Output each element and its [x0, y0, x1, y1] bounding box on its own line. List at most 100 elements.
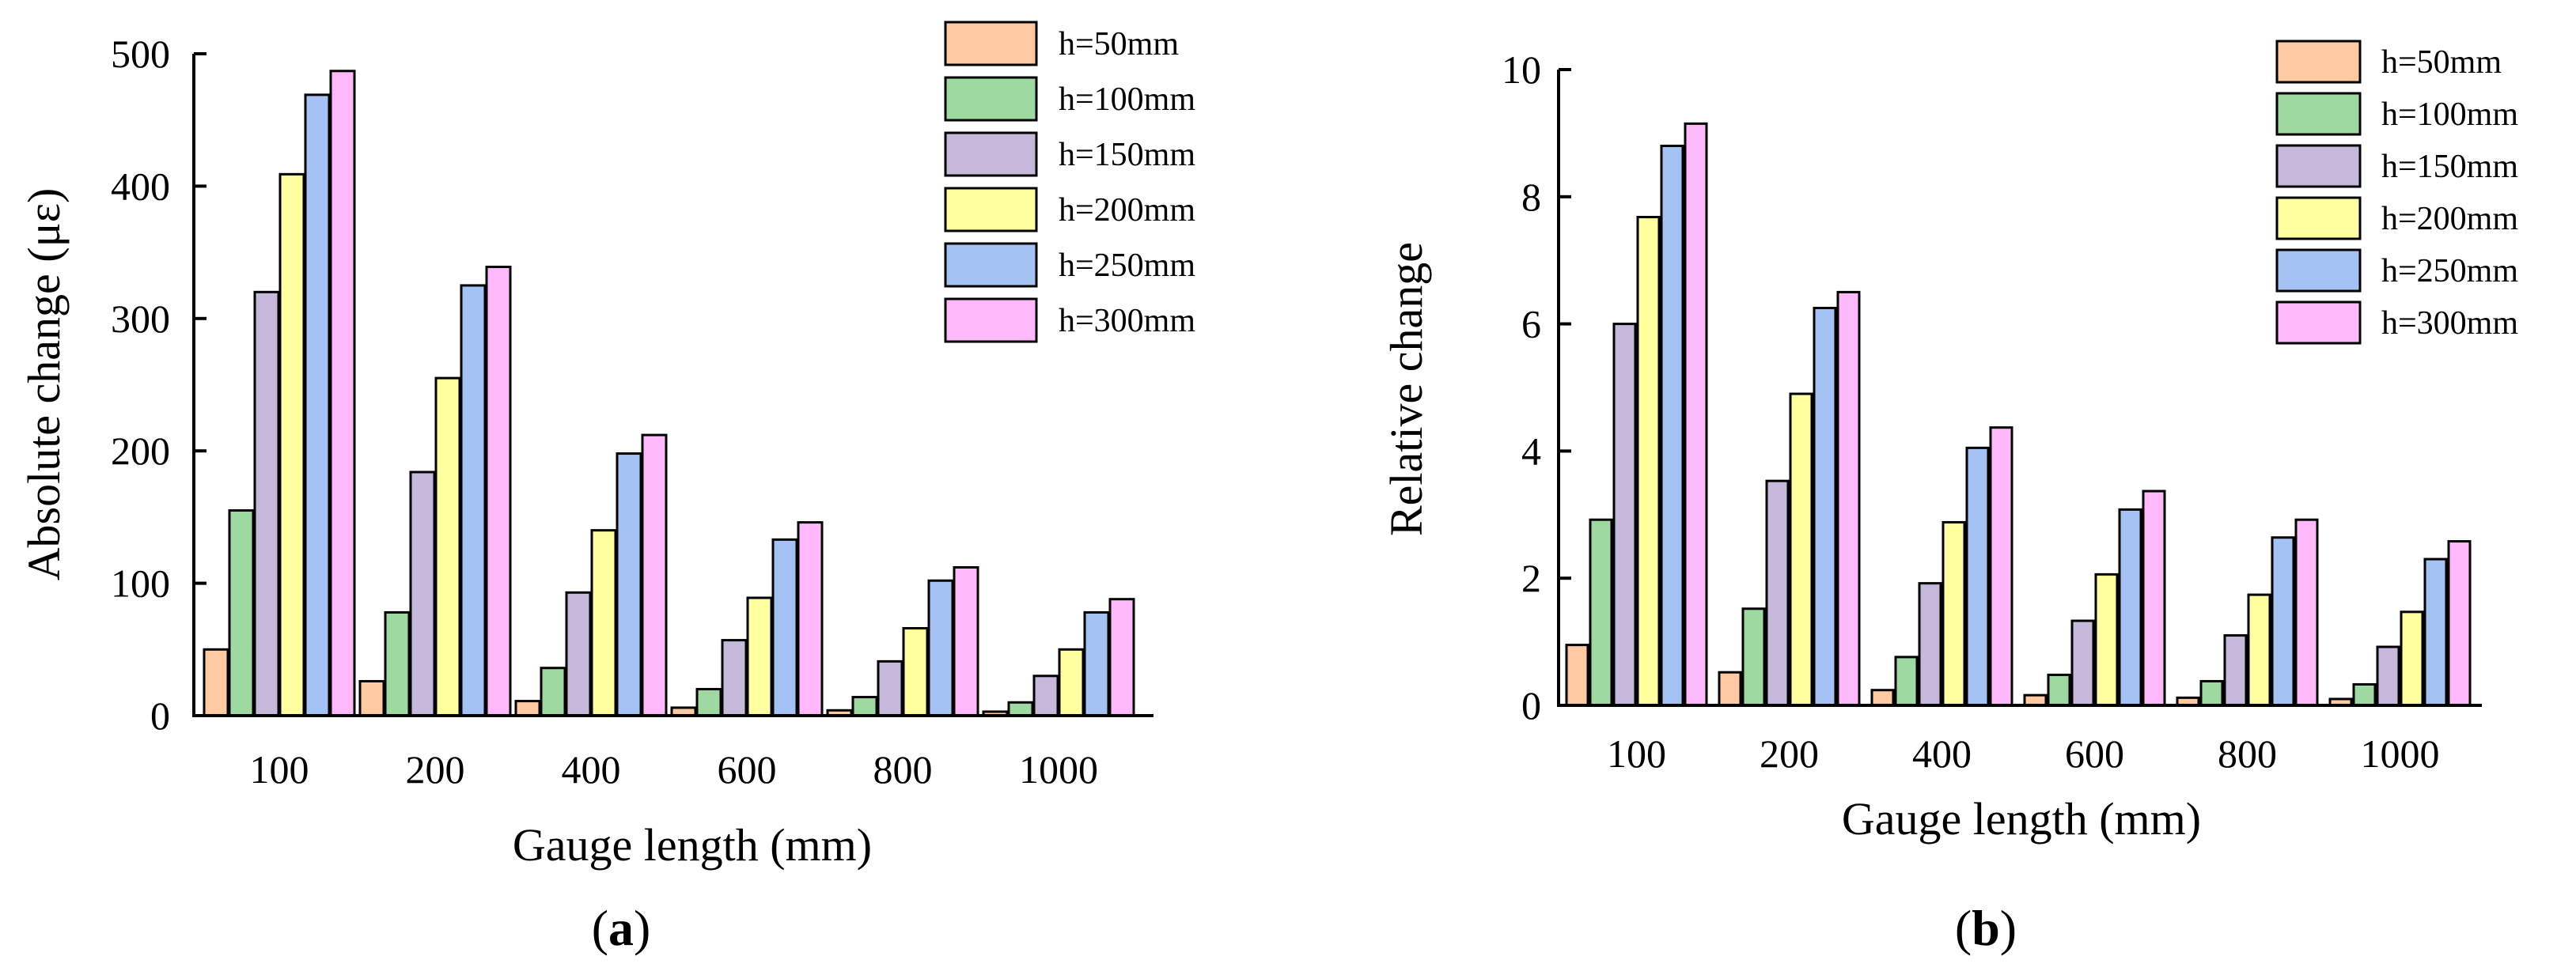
x-tick-label-b: 400	[1912, 731, 1972, 776]
legend-a: h=50mm h=100mm h=150mm h=200mm h=250mm h=300m…	[944, 21, 1195, 343]
x-tick-label-a: 200	[406, 747, 465, 792]
x-axis-label-b: Gauge length (mm)	[1842, 793, 2201, 845]
bar-b-1000-h200mm	[2400, 610, 2424, 707]
bar-a-100-h150mm	[253, 290, 280, 717]
y-tick-label-b: 10	[1502, 47, 1541, 92]
x-tick-label-b: 800	[2218, 731, 2277, 776]
legend-label-a: h=250mm	[1059, 248, 1195, 284]
y-tick-label-a: 400	[111, 164, 170, 208]
bar-a-800-h150mm	[877, 659, 903, 717]
legend-label-b: h=100mm	[2381, 96, 2518, 133]
panel-label-a-open: (	[592, 900, 608, 956]
legend-swatch-a	[944, 297, 1038, 343]
y-axis-label-a: Absolute change (με)	[18, 188, 70, 581]
bar-a-100-h50mm	[203, 648, 229, 717]
y-ticks-b: 0 2 4 6 8 10	[1502, 47, 1571, 727]
legend-b: h=50mm h=100mm h=150mm h=200mm h=250mm h=300m…	[2275, 40, 2518, 345]
bar-b-1000-h250mm	[2423, 557, 2448, 707]
chart-panel-b: 0 2 4 6 8 10 100 200 400 600 800 1000 Relative cha…	[1381, 40, 2518, 956]
bar-a-400-h250mm	[616, 452, 642, 717]
x-tick-label-a: 400	[562, 747, 621, 792]
y-tick-label-a: 500	[111, 32, 170, 76]
bar-b-400-h200mm	[1941, 520, 1966, 707]
legend-label-b: h=300mm	[2381, 305, 2518, 342]
y-tick-label-a: 300	[111, 297, 170, 341]
legend-swatch-b	[2275, 144, 2362, 188]
bar-b-200-h50mm	[1718, 671, 1742, 707]
bar-a-200-h250mm	[460, 284, 487, 717]
legend-swatch-b	[2275, 248, 2362, 293]
panel-label-b: (b)	[1955, 900, 2017, 956]
axes-frame-a	[192, 54, 1154, 717]
legend-swatch-a	[944, 21, 1038, 66]
bar-a-1000-h300mm	[1108, 598, 1135, 717]
bar-b-600-h300mm	[2142, 489, 2166, 707]
x-ticks-a: 100 200 400 600 800 1000	[250, 747, 1099, 792]
x-tick-label-b: 1000	[2361, 731, 2440, 776]
panel-label-b-close: )	[2000, 900, 2017, 956]
bar-a-100-h100mm	[228, 509, 255, 717]
bar-a-1000-h150mm	[1032, 675, 1059, 717]
legend-swatch-b	[2275, 92, 2362, 136]
axes-frame-b	[1557, 70, 2482, 707]
bar-b-200-h250mm	[1813, 307, 1837, 707]
legend-label-b: h=200mm	[2381, 201, 2518, 237]
panel-label-a-close: )	[634, 900, 650, 956]
x-tick-label-b: 600	[2065, 731, 2124, 776]
legend-swatch-a	[944, 76, 1038, 122]
bar-b-800-h100mm	[2199, 679, 2224, 707]
bar-b-1000-h150mm	[2376, 645, 2400, 707]
legend-swatch-a	[944, 131, 1038, 177]
y-tick-label-b: 4	[1521, 429, 1541, 473]
panel-label-b-letter: b	[1972, 900, 2000, 956]
y-axis-label-b: Relative change	[1381, 242, 1432, 536]
bar-a-800-h200mm	[902, 627, 929, 717]
bar-a-600-h250mm	[771, 538, 798, 717]
legend-label-a: h=100mm	[1059, 81, 1195, 118]
x-axis-label-a: Gauge length (mm)	[513, 819, 872, 871]
bar-b-400-h150mm	[1918, 582, 1942, 707]
bar-a-200-h200mm	[434, 376, 461, 717]
y-tick-label-b: 6	[1521, 302, 1541, 346]
y-ticks-a: 0 100 200 300 400 500	[111, 32, 206, 738]
x-tick-label-b: 100	[1607, 731, 1666, 776]
bar-a-800-h250mm	[927, 579, 954, 717]
bar-b-100-h150mm	[1612, 323, 1637, 707]
legend-label-b: h=150mm	[2381, 149, 2518, 185]
bar-a-1000-h200mm	[1058, 648, 1085, 717]
bar-a-600-h300mm	[797, 521, 824, 717]
bar-b-600-h100mm	[2047, 673, 2071, 707]
bar-a-100-h300mm	[329, 70, 356, 717]
y-tick-label-b: 0	[1521, 683, 1541, 727]
panel-label-a-letter: a	[608, 900, 634, 956]
bar-b-200-h150mm	[1765, 479, 1790, 707]
chart-panel-a: 0 100 200 300 400 500 100 200 400 600 800 1000 Abs…	[18, 21, 1195, 956]
panel-label-b-open: (	[1955, 900, 1972, 956]
bar-b-200-h300mm	[1836, 290, 1861, 707]
x-tick-label-a: 600	[718, 747, 777, 792]
panel-label-a: (a)	[592, 900, 651, 956]
legend-label-b: h=50mm	[2381, 44, 2502, 81]
bar-b-800-h250mm	[2271, 536, 2295, 707]
bars-group-a	[203, 70, 1135, 717]
x-tick-label-a: 100	[250, 747, 309, 792]
bar-a-200-h300mm	[485, 266, 512, 717]
bar-b-100-h250mm	[1660, 144, 1684, 707]
legend-label-a: h=200mm	[1059, 192, 1195, 229]
bars-group-b	[1565, 122, 2472, 707]
bar-a-600-h200mm	[746, 596, 773, 717]
bar-b-1000-h300mm	[2447, 540, 2472, 707]
legend-swatch-b	[2275, 40, 2362, 84]
legend-label-b: h=250mm	[2381, 253, 2518, 289]
bar-b-600-h150mm	[2070, 619, 2095, 707]
bar-b-800-h150mm	[2223, 634, 2248, 707]
bar-b-400-h50mm	[1870, 689, 1895, 707]
bar-a-400-h150mm	[565, 591, 592, 717]
bar-a-200-h100mm	[384, 610, 411, 717]
bar-b-600-h200mm	[2094, 573, 2119, 707]
y-tick-label-b: 8	[1521, 175, 1541, 219]
bar-b-100-h100mm	[1589, 518, 1613, 707]
bar-b-600-h250mm	[2118, 508, 2142, 707]
bar-b-800-h300mm	[2294, 518, 2319, 707]
